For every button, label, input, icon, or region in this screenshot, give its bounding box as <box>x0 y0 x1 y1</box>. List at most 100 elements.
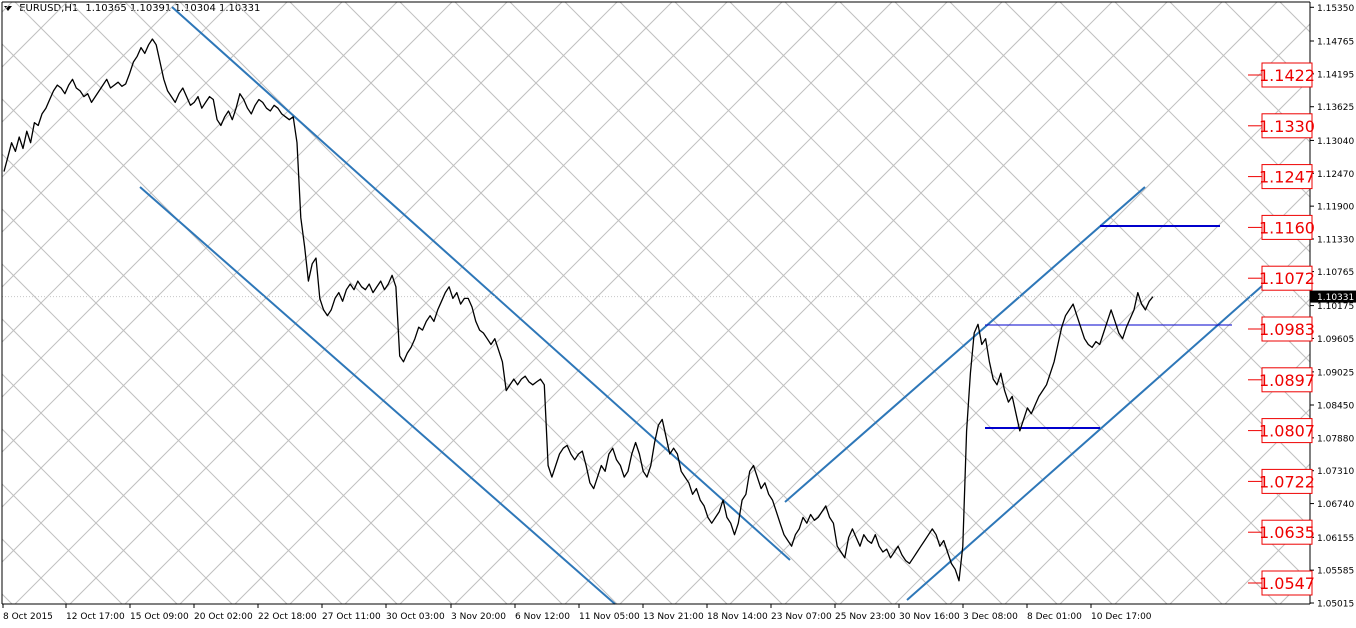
fan-line-up <box>2 2 123 123</box>
fan-line-up <box>179 2 783 604</box>
y-tick-label: 1.07310 <box>1317 467 1354 477</box>
time-axis: 8 Oct 2015 12 Oct 17:00 15 Oct 09:00 20 Oct… <box>2 604 1152 622</box>
level-label-box <box>1261 418 1313 444</box>
level-lines <box>2 225 1310 429</box>
x-tick-label: 13 Nov 21:00 <box>643 612 704 622</box>
y-tick-label: 1.14195 <box>1317 70 1354 80</box>
level-label-box <box>1261 164 1313 190</box>
fan-line-down <box>2 208 398 604</box>
price-series <box>3 38 1154 582</box>
y-tick-label: 1.07880 <box>1317 434 1354 444</box>
fan-line-down <box>2 98 508 604</box>
fan-line-up <box>839 133 1310 604</box>
fan-line-up <box>2 2 563 563</box>
y-tick-label: 1.06155 <box>1317 534 1354 544</box>
fan-line-up <box>1169 463 1310 604</box>
fan-grid <box>2 2 1310 604</box>
x-tick-label: 27 Oct 11:00 <box>322 612 381 622</box>
fan-line-down <box>1169 2 1310 143</box>
level-label-text: 1.1160 <box>1259 218 1315 237</box>
symbol-label: EURUSD,H1 <box>19 3 79 14</box>
fan-line-down <box>2 373 233 604</box>
level-label-text: 1.1422 <box>1259 66 1315 85</box>
y-tick-label: 1.13625 <box>1317 103 1354 113</box>
trend-channels <box>139 6 1263 605</box>
fan-line-up <box>619 2 1223 604</box>
level-labels: 1.1422 1.1330 1.1247 1.1160 1.1072 1.0983 1.08… <box>1248 62 1315 596</box>
x-tick-label: 3 Nov 20:00 <box>451 612 506 622</box>
level-label-box <box>1261 367 1313 393</box>
x-tick-label: 18 Nov 14:00 <box>707 612 768 622</box>
y-tick-label: 1.11900 <box>1317 203 1354 213</box>
y-tick-label: 1.08450 <box>1317 402 1354 412</box>
x-tick-label: 8 Dec 01:00 <box>1027 612 1082 622</box>
fan-line-up <box>454 2 1058 604</box>
fan-line-up <box>894 188 1310 604</box>
x-tick-label: 15 Oct 09:00 <box>130 612 189 622</box>
fan-line-down <box>1004 2 1310 308</box>
x-tick-label: 25 Nov 23:00 <box>835 612 896 622</box>
level-label-box <box>1261 265 1313 291</box>
fan-line-up <box>2 2 508 508</box>
x-tick-label: 8 Oct 2015 <box>3 612 53 622</box>
level-label-box <box>1261 519 1313 545</box>
level-label-box <box>1261 468 1313 494</box>
y-tick-label: 1.06740 <box>1317 500 1354 510</box>
price-line <box>3 38 1154 582</box>
fan-line-down <box>2 428 178 604</box>
y-tick-label: 1.15350 <box>1317 4 1354 14</box>
level-label-box <box>1261 113 1313 139</box>
fan-line-up <box>2 2 398 398</box>
fan-line-up <box>14 2 618 604</box>
fan-line-down <box>2 538 68 604</box>
channel-line <box>784 186 1146 503</box>
channel-line <box>906 285 1263 601</box>
fan-line-down <box>2 318 288 604</box>
fan-line-up <box>124 2 728 604</box>
x-tick-label: 30 Nov 16:00 <box>899 612 960 622</box>
level-label-text: 1.0983 <box>1259 320 1315 339</box>
level-label-box <box>1261 214 1313 240</box>
level-label-box <box>1261 62 1313 88</box>
current-price-box <box>1310 290 1356 303</box>
fan-line-down <box>784 2 1310 528</box>
fan-line-up <box>2 2 178 178</box>
fan-line-up <box>234 2 838 604</box>
y-tick-label: 1.10175 <box>1317 302 1354 312</box>
fan-line-down <box>2 43 563 604</box>
fan-line-up <box>1004 298 1310 604</box>
channel-line <box>171 6 791 561</box>
current-price-label: 1.10331 <box>1317 293 1354 303</box>
fan-line-up <box>729 23 1310 604</box>
fan-line-down <box>1059 2 1310 253</box>
dropdown-triangle-icon[interactable] <box>4 5 12 11</box>
level-label-text: 1.0722 <box>1259 472 1315 491</box>
fan-line-up <box>674 2 1278 604</box>
fan-line-up <box>509 2 1113 604</box>
fan-line-down <box>949 2 1310 363</box>
x-tick-label: 11 Nov 05:00 <box>579 612 640 622</box>
fan-line-down <box>839 2 1310 473</box>
x-tick-label: 6 Nov 12:00 <box>515 612 570 622</box>
fan-line-up <box>344 2 948 604</box>
x-tick-label: 30 Oct 03:00 <box>386 612 445 622</box>
channel-line <box>139 186 616 605</box>
level-label-text: 1.1072 <box>1259 269 1315 288</box>
y-tick-label: 1.05015 <box>1317 600 1354 610</box>
y-tick-label: 1.05585 <box>1317 567 1354 577</box>
level-label-text: 1.1330 <box>1259 117 1315 136</box>
x-tick-label: 3 Dec 08:00 <box>963 612 1018 622</box>
level-label-text: 1.0547 <box>1259 574 1315 593</box>
fan-line-up <box>564 2 1168 604</box>
y-tick-label: 1.13040 <box>1317 137 1354 147</box>
x-tick-label: 12 Oct 17:00 <box>66 612 125 622</box>
y-tick-label: 1.11330 <box>1317 236 1354 246</box>
level-label-text: 1.1247 <box>1259 168 1315 187</box>
x-tick-label: 10 Dec 17:00 <box>1091 612 1152 622</box>
y-tick-label: 1.10765 <box>1317 268 1354 278</box>
fan-line-up <box>2 2 288 288</box>
level-label-text: 1.0635 <box>1259 523 1315 542</box>
fan-line-up <box>69 2 673 604</box>
